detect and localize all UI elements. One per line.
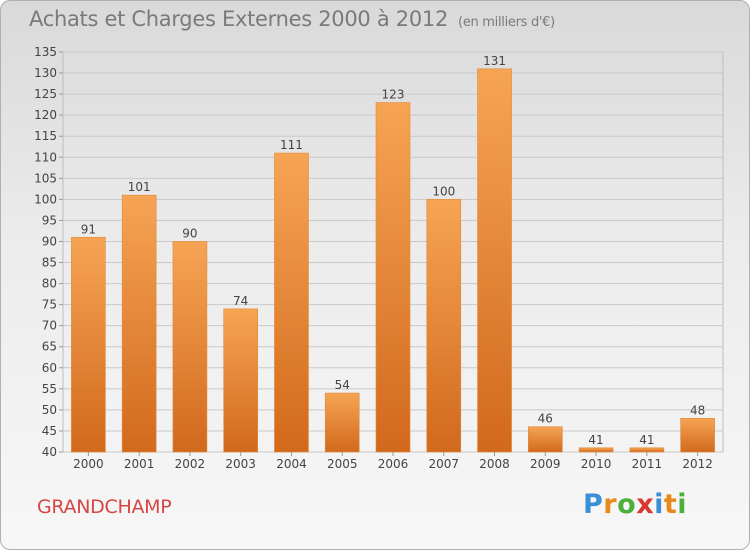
chart-title: Achats et Charges Externes 2000 à 2012 (e… [29, 7, 555, 31]
chart-unit: (en milliers d'€) [458, 15, 555, 30]
y-tick-label: 115 [34, 129, 57, 143]
data-label-2005: 54 [335, 378, 350, 392]
bar-2009 [528, 426, 563, 453]
logo-letter: i [654, 489, 664, 520]
y-tick-label: 70 [42, 319, 57, 333]
data-label-2003: 74 [233, 294, 248, 308]
data-label-2004: 111 [280, 138, 303, 152]
y-tick-label: 55 [42, 382, 57, 396]
bars-group [71, 68, 715, 453]
bar-2000 [71, 236, 106, 453]
bar-2007 [426, 199, 462, 453]
bar-2005 [324, 392, 360, 453]
data-labels: 91 101 90 74 111 54 123 100 131 46 41 41 48 [81, 54, 706, 447]
x-tick-label: 2000 [73, 457, 104, 471]
bar-2004 [274, 152, 309, 453]
bar-2011 [629, 447, 665, 453]
data-label-2000: 91 [81, 222, 96, 236]
x-tick-label: 2003 [225, 457, 256, 471]
y-tick-label: 90 [42, 234, 57, 248]
y-tick-label: 130 [34, 66, 57, 80]
x-tick-label: 2006 [378, 457, 409, 471]
x-tick-label: 2011 [632, 457, 663, 471]
logo-letter: o [617, 489, 637, 520]
y-tick-label: 65 [42, 340, 57, 354]
data-label-2008: 131 [483, 54, 506, 68]
y-tick-label: 40 [42, 445, 57, 459]
x-tick-label: 2008 [479, 457, 510, 471]
y-tick-label: 125 [34, 87, 57, 101]
bar-2001 [121, 194, 157, 453]
logo-letter: t [663, 489, 678, 520]
proxiti-logo[interactable]: Proxiti [583, 489, 687, 520]
data-label-2011: 41 [639, 433, 654, 447]
y-tick-label: 120 [34, 108, 57, 122]
y-tick-label: 60 [42, 361, 57, 375]
commune-name: GRANDCHAMP [37, 496, 172, 518]
y-tick-label: 85 [42, 256, 57, 270]
x-axis-ticks: 2000 2001 2002 2003 2004 2005 2006 2007 2008 2009… [73, 452, 713, 471]
y-tick-label: 75 [42, 298, 57, 312]
y-tick-label: 45 [42, 424, 57, 438]
logo-letter: x [636, 489, 655, 520]
bar-2002 [172, 241, 208, 453]
data-label-2010: 41 [588, 433, 603, 447]
y-tick-label: 95 [42, 213, 57, 227]
bar-2003 [223, 308, 258, 453]
x-tick-label: 2010 [581, 457, 612, 471]
y-tick-label: 80 [42, 277, 57, 291]
data-label-2007: 100 [432, 184, 455, 198]
data-label-2006: 123 [382, 88, 405, 102]
logo-letter: P [583, 489, 604, 520]
chart-title-text: Achats et Charges Externes 2000 à 2012 [29, 7, 449, 31]
bar-2012 [680, 418, 715, 453]
x-tick-label: 2009 [530, 457, 561, 471]
y-axis-ticks: 40 45 50 55 60 65 70 75 80 85 90 95 100 105 110 115 120 1… [34, 45, 63, 459]
x-tick-label: 2001 [124, 457, 155, 471]
bar-2008 [477, 68, 512, 453]
data-label-2012: 48 [690, 403, 705, 417]
data-label-2009: 46 [538, 412, 553, 426]
data-label-2001: 101 [128, 180, 151, 194]
bar-2006 [375, 102, 411, 453]
data-label-2002: 90 [182, 226, 197, 240]
y-tick-label: 100 [34, 192, 57, 206]
x-tick-label: 2002 [175, 457, 206, 471]
y-tick-label: 105 [34, 171, 57, 185]
x-tick-label: 2005 [327, 457, 358, 471]
x-tick-label: 2004 [276, 457, 307, 471]
y-tick-label: 110 [34, 150, 57, 164]
x-tick-label: 2007 [428, 457, 459, 471]
logo-letter: i [677, 489, 688, 520]
logo-letter: r [603, 489, 618, 520]
y-tick-label: 50 [42, 403, 57, 417]
bar-2010 [578, 447, 614, 453]
x-tick-label: 2012 [682, 457, 713, 471]
y-tick-label: 135 [34, 45, 57, 59]
